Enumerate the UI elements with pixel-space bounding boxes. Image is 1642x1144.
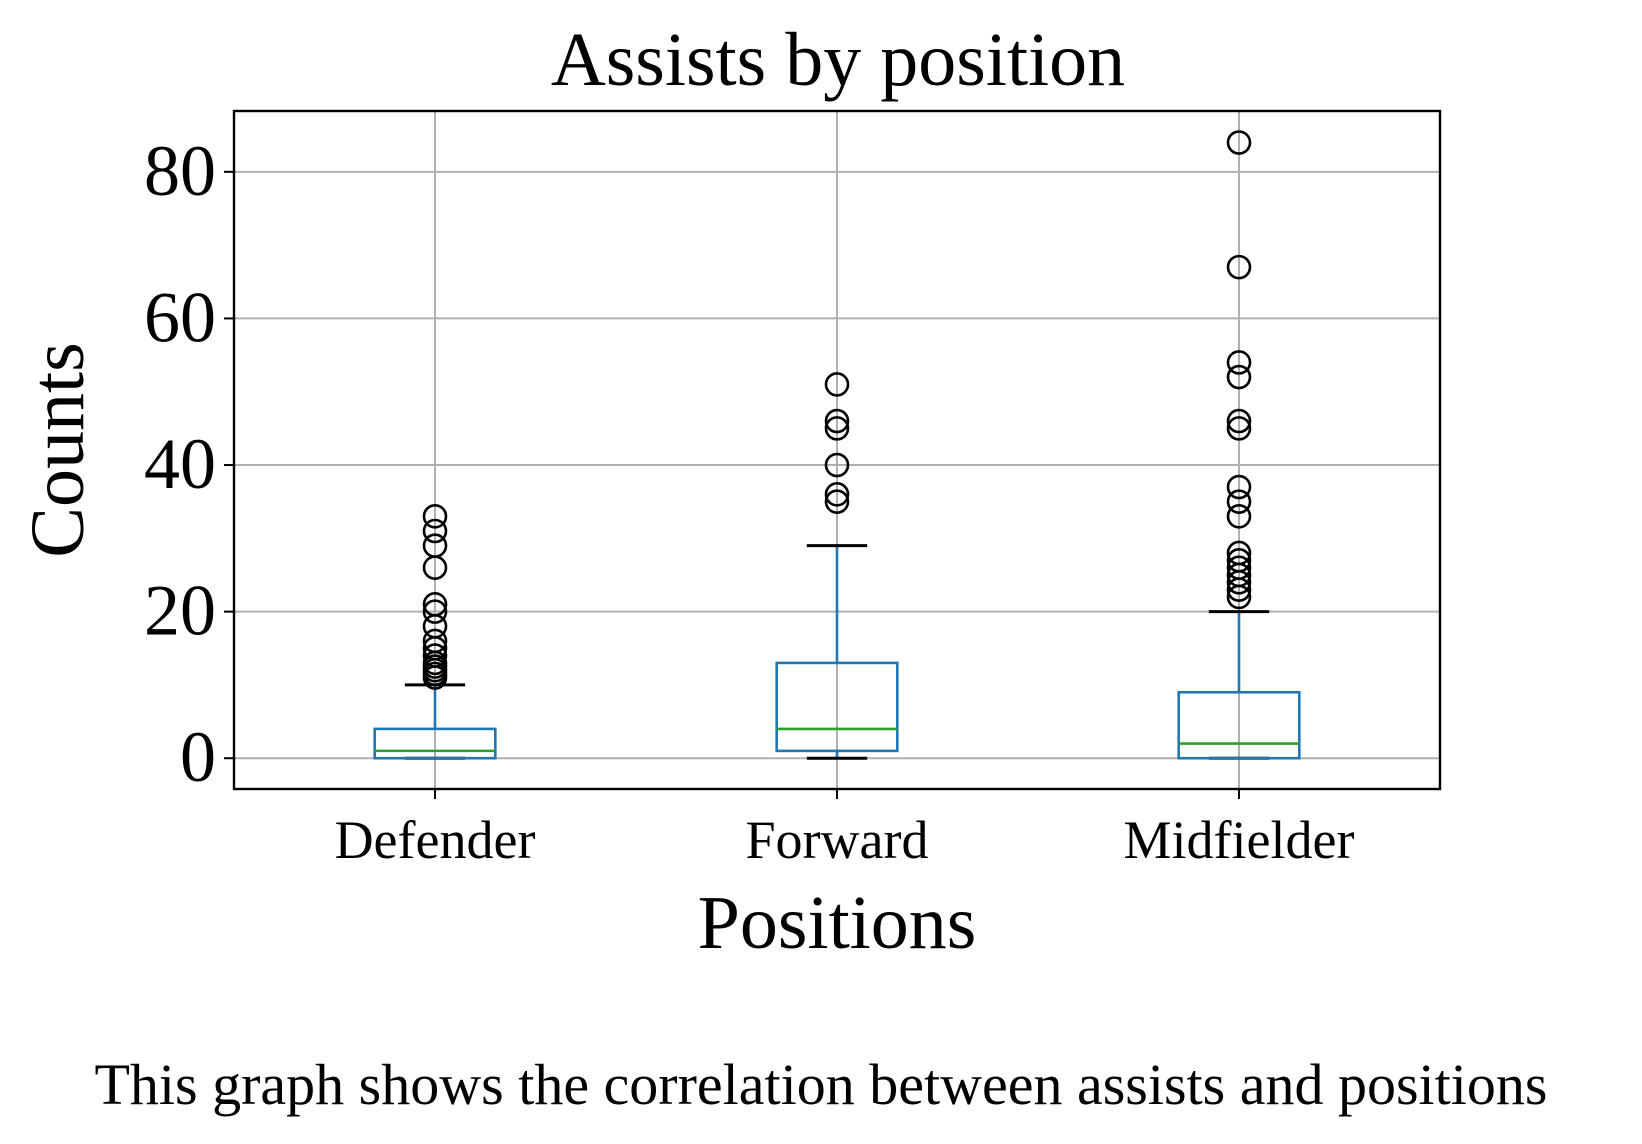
box-plots xyxy=(373,130,1301,760)
outlier-point xyxy=(1226,416,1252,441)
x-tick-label: Forward xyxy=(746,810,929,870)
y-tick-label: 80 xyxy=(144,131,216,211)
x-axis-label: Positions xyxy=(698,881,977,965)
iqr-box xyxy=(1177,690,1301,760)
outlier-point xyxy=(1226,489,1252,514)
outlier-point xyxy=(1226,350,1252,375)
outlier-point xyxy=(824,452,850,478)
box-group-forward xyxy=(775,372,899,760)
outlier-point xyxy=(1226,504,1252,529)
outlier-point xyxy=(1226,555,1252,580)
y-axis-label: Counts xyxy=(16,342,100,557)
outlier-point xyxy=(1226,540,1252,566)
outlier-point xyxy=(824,482,850,507)
figure-caption: This graph shows the correlation between… xyxy=(94,1052,1548,1117)
y-axis-ticks: 0 20 40 60 80 xyxy=(144,131,234,797)
outlier-point xyxy=(422,518,448,544)
outlier-point xyxy=(824,489,850,514)
outlier-point xyxy=(422,643,448,668)
box-group-defender xyxy=(373,504,497,760)
outlier-point xyxy=(824,372,850,397)
iqr-box xyxy=(373,727,497,760)
outlier-point xyxy=(422,533,448,558)
outlier-point xyxy=(422,628,448,654)
x-axis-ticks: Defender Forward Midfielder xyxy=(335,789,1355,870)
y-tick-label: 60 xyxy=(144,277,216,357)
x-tick-label: Defender xyxy=(335,810,536,870)
outlier-point xyxy=(1226,130,1252,155)
grid-lines xyxy=(234,111,1440,789)
outlier-point xyxy=(1226,408,1252,434)
iqr-box xyxy=(775,661,899,753)
outlier-point xyxy=(1226,474,1252,500)
outlier-point xyxy=(1226,548,1252,573)
y-tick-label: 0 xyxy=(180,717,216,797)
outlier-point xyxy=(824,408,850,434)
outlier-point xyxy=(422,599,448,624)
box-group-midfielder xyxy=(1177,130,1301,760)
outlier-point xyxy=(1226,364,1252,390)
outlier-point xyxy=(422,504,448,529)
chart-title: Assists by position xyxy=(551,18,1125,102)
outlier-point xyxy=(1226,254,1252,280)
y-tick-label: 20 xyxy=(144,571,216,651)
y-tick-label: 40 xyxy=(144,424,216,504)
outlier-point xyxy=(824,416,850,441)
outlier-point xyxy=(422,591,448,617)
x-tick-label: Midfielder xyxy=(1124,810,1355,870)
